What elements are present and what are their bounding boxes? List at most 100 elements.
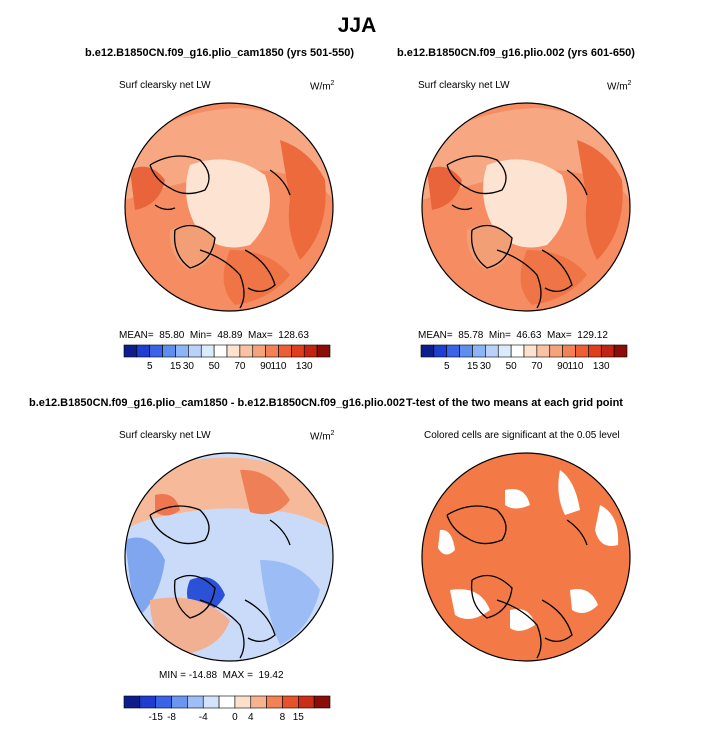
map-2-coastlines (446, 155, 588, 309)
colorbar-2-swatch (497, 344, 512, 358)
colorbar-1-swatch (239, 344, 254, 358)
colorbar-1-swatch (123, 344, 138, 358)
colorbar-2-swatch (549, 344, 563, 358)
colorbar-2-swatch (459, 344, 473, 358)
colorbar-2-tick-label: 50 (506, 361, 518, 372)
colorbar-3: -15 -8 -4 0 4 8 15 (123, 695, 331, 723)
panel-3-subtitle: Surf clearsky net LW (119, 430, 211, 441)
panel-4-title: T-test of the two means at each grid poi… (406, 397, 623, 409)
colorbar-2-swatch (562, 344, 576, 358)
colorbar-1-swatch (200, 344, 215, 358)
panel-1-title: b.e12.B1850CN.f09_g16.plio_cam1850 (yrs … (85, 47, 355, 59)
colorbar-1-swatch (265, 344, 279, 358)
colorbar-1: 5 15 30 50 70 90 110 130 (123, 344, 331, 372)
colorbar-2-swatch (613, 344, 628, 358)
colorbar-2-tick-label: 110 (568, 361, 584, 372)
colorbar-2-swatch (510, 344, 525, 358)
colorbar-3-tick-label: 4 (248, 712, 254, 723)
colorbar-3-swatch (218, 695, 236, 709)
map-1-frame (124, 102, 334, 312)
colorbar-3-swatch (202, 695, 220, 709)
colorbar-2-tick-label: 90 (557, 361, 569, 372)
colorbar-1-tick-label: 90 (260, 361, 272, 372)
colorbar-2-swatch (536, 344, 551, 358)
map-4-insignificant-2 (595, 505, 619, 546)
panel-1-stats: MEAN= 85.80 Min= 48.89 Max= 128.63 (119, 330, 309, 341)
colorbar-1-tick-label: 30 (183, 361, 195, 372)
map-1-cold-patch (305, 115, 325, 140)
colorbar-2-tick-label: 30 (480, 361, 492, 372)
colorbar-3-swatch (187, 695, 204, 709)
colorbar-3-tick-label: -8 (167, 712, 176, 723)
colorbar-1-swatch (278, 344, 292, 358)
map-3-cold-west (125, 537, 165, 620)
colorbar-2: 5 15 30 50 70 90 110 130 (420, 344, 628, 372)
panel-3-stats: MIN = -14.88 MAX = 19.42 (159, 670, 284, 681)
colorbar-3-swatch (250, 695, 267, 709)
colorbar-2-swatch (575, 344, 589, 358)
map-3-warm-siberia (240, 469, 290, 515)
colorbar-1-swatch (226, 344, 241, 358)
colorbar-1-swatch (162, 344, 176, 358)
panel-2-units: W/m2 (607, 80, 632, 93)
colorbar-3-swatch (171, 695, 188, 709)
colorbar-3-swatch (298, 695, 315, 709)
map-3-frame (124, 452, 334, 662)
colorbar-3-tick-label: 0 (232, 712, 238, 723)
map-2-shade-north (422, 108, 630, 200)
panel-2-subtitle: Surf clearsky net LW (418, 80, 510, 91)
colorbar-1-tick-label: 130 (296, 361, 313, 372)
colorbar-2-tick-label: 130 (593, 361, 610, 372)
map-1-arctic-ocean (186, 159, 270, 248)
map-4-insignificant-3 (438, 529, 455, 555)
colorbar-2-swatch (420, 344, 435, 358)
colorbar-3-swatch (155, 695, 172, 709)
colorbar-1-swatch (213, 344, 228, 358)
colorbar-1-tick-label: 110 (271, 361, 287, 372)
colorbar-1-swatch (291, 344, 305, 358)
colorbar-2-swatch (485, 344, 499, 358)
map-3-warm-atlantic (150, 597, 230, 655)
map-4-insignificant-7 (505, 489, 530, 509)
map-2-siberia (577, 140, 623, 260)
colorbar-1-tick-label: 50 (209, 361, 221, 372)
map-2 (422, 103, 630, 311)
colorbar-1-tick-label: 5 (147, 361, 153, 372)
colorbar-3-swatch (234, 695, 252, 709)
colorbar-3-swatch (282, 695, 299, 709)
panel-1-units: W/m2 (310, 80, 335, 93)
map-3-coastlines (149, 505, 291, 659)
colorbar-1-swatch (252, 344, 266, 358)
colorbar-3-swatch (139, 695, 156, 709)
colorbar-3-tick-label: -15 (148, 712, 163, 723)
map-4-coastlines (446, 505, 588, 659)
colorbar-3-swatch (313, 695, 331, 709)
panel-4-subtitle: Colored cells are significant at the 0.0… (424, 430, 620, 441)
panel-1-subtitle: Surf clearsky net LW (119, 80, 211, 91)
colorbar-2-swatch (433, 344, 448, 358)
colorbar-2-tick-label: 70 (531, 361, 543, 372)
colorbar-3-swatch (123, 695, 141, 709)
map-1-siberia (280, 140, 326, 260)
colorbar-2-swatch (588, 344, 602, 358)
map-4-frame (421, 452, 631, 662)
colorbar-2-swatch (446, 344, 460, 358)
colorbar-1-swatch (316, 344, 331, 358)
colorbar-1-swatch (136, 344, 151, 358)
map-2-cold-patch (602, 115, 622, 140)
colorbar-1-swatch (149, 344, 163, 358)
map-1 (125, 103, 333, 311)
colorbar-2-swatch (600, 344, 615, 358)
colorbar-3-swatch (266, 695, 283, 709)
colorbar-2-swatch (472, 344, 486, 358)
panel-2-title: b.e12.B1850CN.f09_g16.plio.002 (yrs 601-… (397, 47, 635, 59)
map-3 (125, 453, 333, 661)
map-4-insignificant-1 (558, 470, 580, 515)
map-4-background (422, 453, 630, 661)
map-1-shade-north (125, 108, 333, 200)
colorbar-2-tick-label: 15 (467, 361, 479, 372)
map-4-insignificant-6 (570, 589, 598, 614)
panel-3-units: W/m2 (310, 430, 335, 443)
panel-2-stats: MEAN= 85.78 Min= 46.63 Max= 129.12 (418, 330, 608, 341)
